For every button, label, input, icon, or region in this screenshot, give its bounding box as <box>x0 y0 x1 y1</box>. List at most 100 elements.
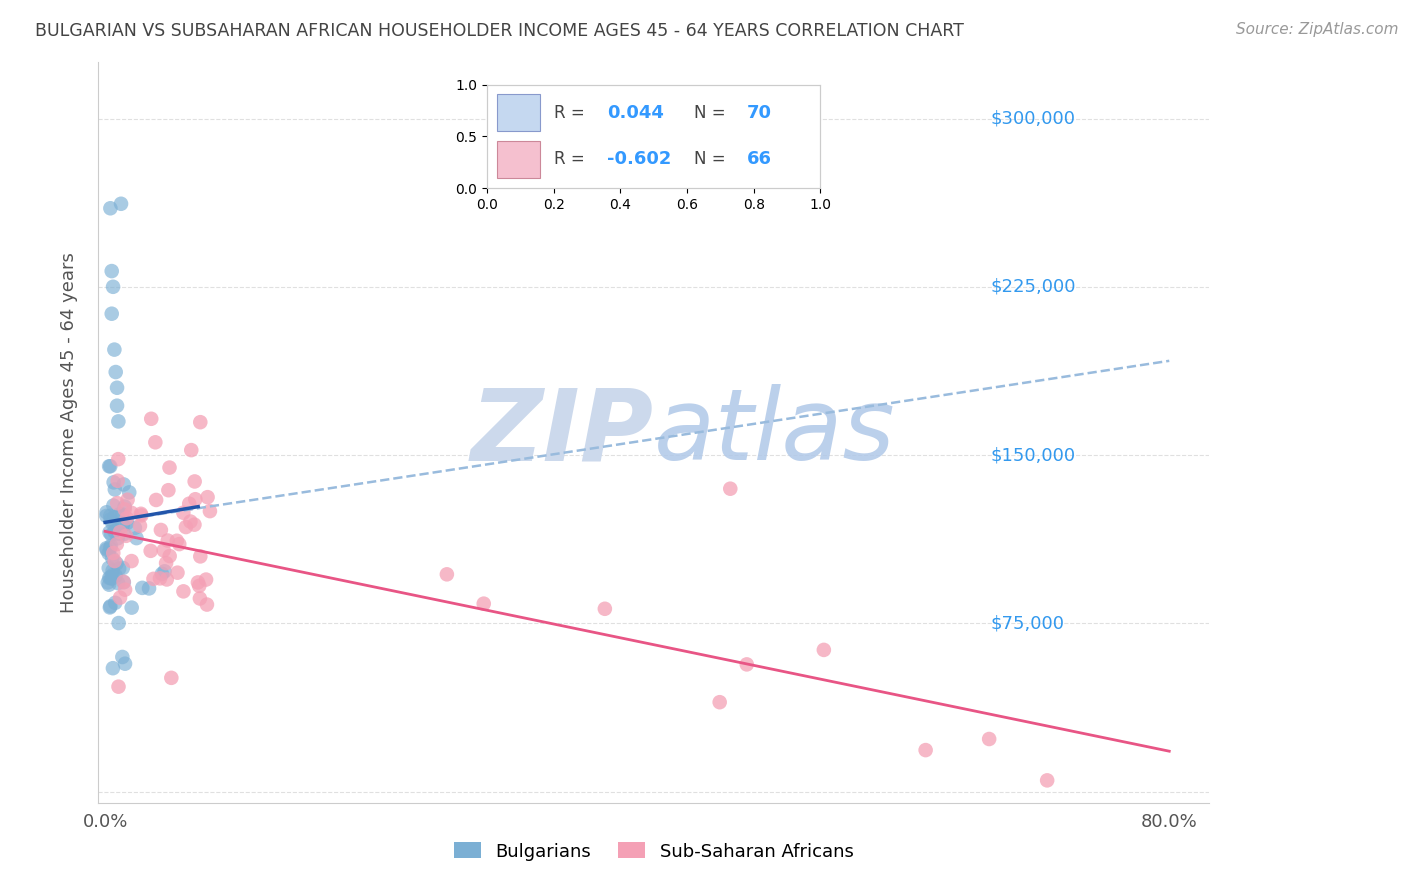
Point <box>101 280 124 294</box>
Point <box>159 460 181 475</box>
Point <box>98 577 121 591</box>
Text: atlas: atlas <box>654 384 896 481</box>
Point <box>96 505 118 519</box>
Point <box>143 435 166 450</box>
Point <box>139 544 162 558</box>
Point <box>131 508 153 523</box>
Point <box>180 443 202 458</box>
Point <box>107 452 129 467</box>
Point <box>117 492 139 507</box>
Point <box>138 582 160 596</box>
Point <box>98 541 121 556</box>
Text: $75,000: $75,000 <box>990 615 1064 632</box>
Point <box>166 566 188 580</box>
Point <box>97 546 120 560</box>
Point <box>112 477 135 491</box>
Point <box>111 561 134 575</box>
Point <box>1036 773 1059 788</box>
Point <box>121 600 143 615</box>
Point <box>142 572 165 586</box>
Point <box>188 549 211 564</box>
Point <box>183 475 205 489</box>
Point <box>114 502 136 516</box>
Point <box>115 529 138 543</box>
Point <box>195 598 218 612</box>
Point <box>112 516 135 530</box>
Point <box>108 508 131 522</box>
Point <box>184 492 207 507</box>
Point <box>100 512 122 526</box>
Point <box>100 572 122 586</box>
Point <box>103 546 125 560</box>
Point <box>112 575 135 590</box>
Point <box>115 511 138 525</box>
Point <box>107 680 129 694</box>
Point <box>101 661 124 675</box>
Text: Source: ZipAtlas.com: Source: ZipAtlas.com <box>1236 22 1399 37</box>
Point <box>114 500 136 514</box>
Point <box>174 520 197 534</box>
Point <box>108 561 131 575</box>
Point <box>124 521 146 535</box>
Point <box>103 475 125 490</box>
Point <box>96 508 118 523</box>
Point <box>979 731 1001 746</box>
Text: $225,000: $225,000 <box>990 277 1076 296</box>
Point <box>149 571 172 585</box>
Point <box>167 537 190 551</box>
Point <box>157 483 180 498</box>
Point <box>100 571 122 585</box>
Point <box>105 381 128 395</box>
Point <box>100 307 122 321</box>
Point <box>105 496 128 510</box>
Point <box>166 533 188 548</box>
Point <box>107 615 129 630</box>
Point <box>98 571 121 585</box>
Point <box>914 743 936 757</box>
Point <box>179 515 201 529</box>
Point <box>718 482 741 496</box>
Point <box>183 517 205 532</box>
Point <box>131 581 153 595</box>
Point <box>97 561 120 575</box>
Point <box>114 657 136 671</box>
Point <box>100 527 122 541</box>
Point <box>96 542 118 557</box>
Point <box>114 582 136 597</box>
Point <box>115 516 138 530</box>
Point <box>100 201 122 215</box>
Point <box>108 525 131 540</box>
Point <box>101 564 124 578</box>
Point <box>188 415 211 429</box>
Point <box>152 543 174 558</box>
Point <box>101 551 124 566</box>
Point <box>96 541 118 556</box>
Point <box>141 411 163 425</box>
Point <box>103 524 125 539</box>
Point <box>110 196 132 211</box>
Point <box>100 539 122 553</box>
Point <box>104 554 127 568</box>
Point <box>98 600 121 615</box>
Point <box>188 591 211 606</box>
Point <box>107 474 129 488</box>
Point <box>129 518 152 533</box>
Point <box>179 497 201 511</box>
Point <box>112 574 135 589</box>
Point <box>105 399 128 413</box>
Point <box>104 365 127 379</box>
Point <box>593 601 616 615</box>
Point <box>198 504 221 518</box>
Point <box>98 525 121 540</box>
Point <box>813 643 835 657</box>
Point <box>104 568 127 582</box>
Point <box>709 695 731 709</box>
Point <box>108 591 131 605</box>
Point <box>100 264 122 278</box>
Point <box>98 459 121 474</box>
Point <box>104 524 127 538</box>
Point <box>156 533 179 548</box>
Point <box>436 567 458 582</box>
Point <box>188 579 211 593</box>
Point <box>159 549 181 563</box>
